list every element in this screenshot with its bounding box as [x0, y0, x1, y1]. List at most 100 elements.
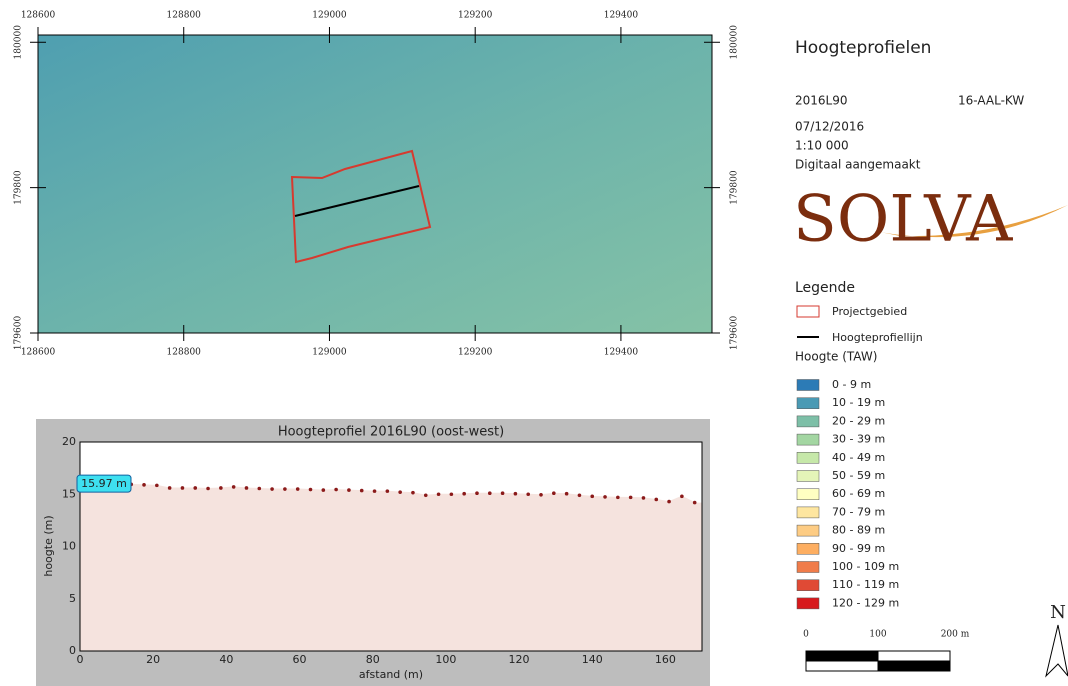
data-point	[603, 495, 607, 499]
data-point	[411, 491, 415, 495]
elevation-map	[38, 35, 712, 333]
data-point	[680, 495, 684, 499]
project-code: 16-AAL-KW	[958, 94, 1024, 108]
chart-title: Hoogteprofiel 2016L90 (oost-west)	[278, 425, 504, 440]
scale-label: 200 m	[941, 630, 970, 640]
data-point	[462, 492, 466, 496]
x-tick-label: 129400	[604, 11, 639, 21]
data-point	[168, 486, 172, 490]
class-label: 60 - 69 m	[832, 487, 885, 500]
data-point	[616, 496, 620, 500]
x-tick-label: 0	[77, 653, 84, 666]
data-point	[552, 491, 556, 495]
legend-label: Projectgebied	[832, 305, 907, 318]
annotation: 15.97 m	[81, 477, 127, 490]
data-point	[257, 487, 261, 491]
data-point	[514, 492, 518, 496]
map-sheet: 128600 128600 128800 128800 129000 129000 1292…	[0, 0, 1068, 686]
y-tick-label: 20	[62, 435, 76, 448]
data-point	[488, 491, 492, 495]
class-label: 20 - 29 m	[832, 414, 885, 427]
class-swatch	[797, 434, 819, 445]
class-label: 50 - 59 m	[832, 469, 885, 482]
data-point	[667, 500, 671, 504]
x-tick-label: 120	[509, 653, 530, 666]
y-tick-label: 0	[69, 644, 76, 657]
scale-label: 0	[803, 630, 809, 640]
x-tick-label: 80	[366, 653, 380, 666]
data-point	[437, 492, 441, 496]
x-tick-label: 129000	[312, 11, 347, 21]
legend-title: Legende	[795, 280, 855, 296]
class-swatch	[797, 380, 819, 391]
data-point	[283, 487, 287, 491]
height-title: Hoogte (TAW)	[795, 350, 877, 364]
data-point	[206, 487, 210, 491]
panel-title: Hoogteprofielen	[795, 38, 931, 58]
data-point	[386, 489, 390, 493]
class-swatch	[797, 562, 819, 573]
data-point	[565, 492, 569, 496]
data-point	[693, 501, 697, 505]
y-tick-label: 179800	[14, 170, 24, 205]
class-label: 70 - 79 m	[832, 505, 885, 518]
class-swatch	[797, 580, 819, 591]
x-tick-label: 129000	[312, 348, 347, 358]
class-swatch	[797, 507, 819, 518]
data-point	[142, 483, 146, 487]
x-tick-label: 20	[146, 653, 160, 666]
class-label: 0 - 9 m	[832, 378, 871, 391]
x-tick-label: 60	[293, 653, 307, 666]
data-point	[155, 484, 159, 488]
data-point	[245, 486, 249, 490]
method: Digitaal aangemaakt	[795, 158, 921, 172]
data-point	[590, 495, 594, 499]
data-point	[373, 489, 377, 493]
y-axis-label: hoogte (m)	[42, 515, 55, 576]
y-tick-label: 10	[62, 540, 76, 553]
class-swatch	[797, 598, 819, 609]
date: 07/12/2016	[795, 120, 864, 134]
y-tick-label: 179600	[14, 316, 24, 351]
data-point	[232, 485, 236, 489]
y-tick-label: 180000	[730, 25, 740, 60]
data-point	[539, 493, 543, 497]
data-point	[629, 496, 633, 500]
x-tick-label: 128600	[21, 348, 56, 358]
x-tick-label: 140	[582, 653, 603, 666]
y-tick-label: 5	[69, 592, 76, 605]
data-point	[347, 488, 351, 492]
class-swatch	[797, 489, 819, 500]
class-swatch	[797, 416, 819, 427]
x-tick-label: 128800	[167, 348, 202, 358]
class-label: 80 - 89 m	[832, 524, 885, 537]
data-point	[578, 493, 582, 497]
data-point	[654, 498, 658, 502]
data-point	[398, 490, 402, 494]
north-arrow	[1046, 625, 1068, 676]
class-swatch	[797, 398, 819, 409]
scale-label: 100	[869, 630, 886, 640]
x-axis-label: afstand (m)	[359, 668, 423, 681]
class-label: 10 - 19 m	[832, 396, 885, 409]
class-swatch	[797, 525, 819, 536]
x-tick-label: 100	[435, 653, 456, 666]
x-tick-label: 129200	[458, 348, 493, 358]
x-tick-label: 40	[219, 653, 233, 666]
data-point	[193, 486, 197, 490]
x-tick-label: 129200	[458, 11, 493, 21]
data-point	[526, 492, 530, 496]
scale-bar	[806, 651, 950, 671]
class-label: 90 - 99 m	[832, 542, 885, 555]
code: 2016L90	[795, 94, 848, 108]
x-tick-label: 128800	[167, 11, 202, 21]
data-point	[181, 486, 185, 490]
data-point	[360, 489, 364, 493]
class-label: 100 - 109 m	[832, 560, 899, 573]
y-tick-label: 15	[62, 487, 76, 500]
x-tick-label: 128600	[21, 11, 56, 21]
data-point	[642, 496, 646, 500]
class-swatch	[797, 543, 819, 554]
data-point	[309, 488, 313, 492]
area-fill	[80, 484, 702, 651]
